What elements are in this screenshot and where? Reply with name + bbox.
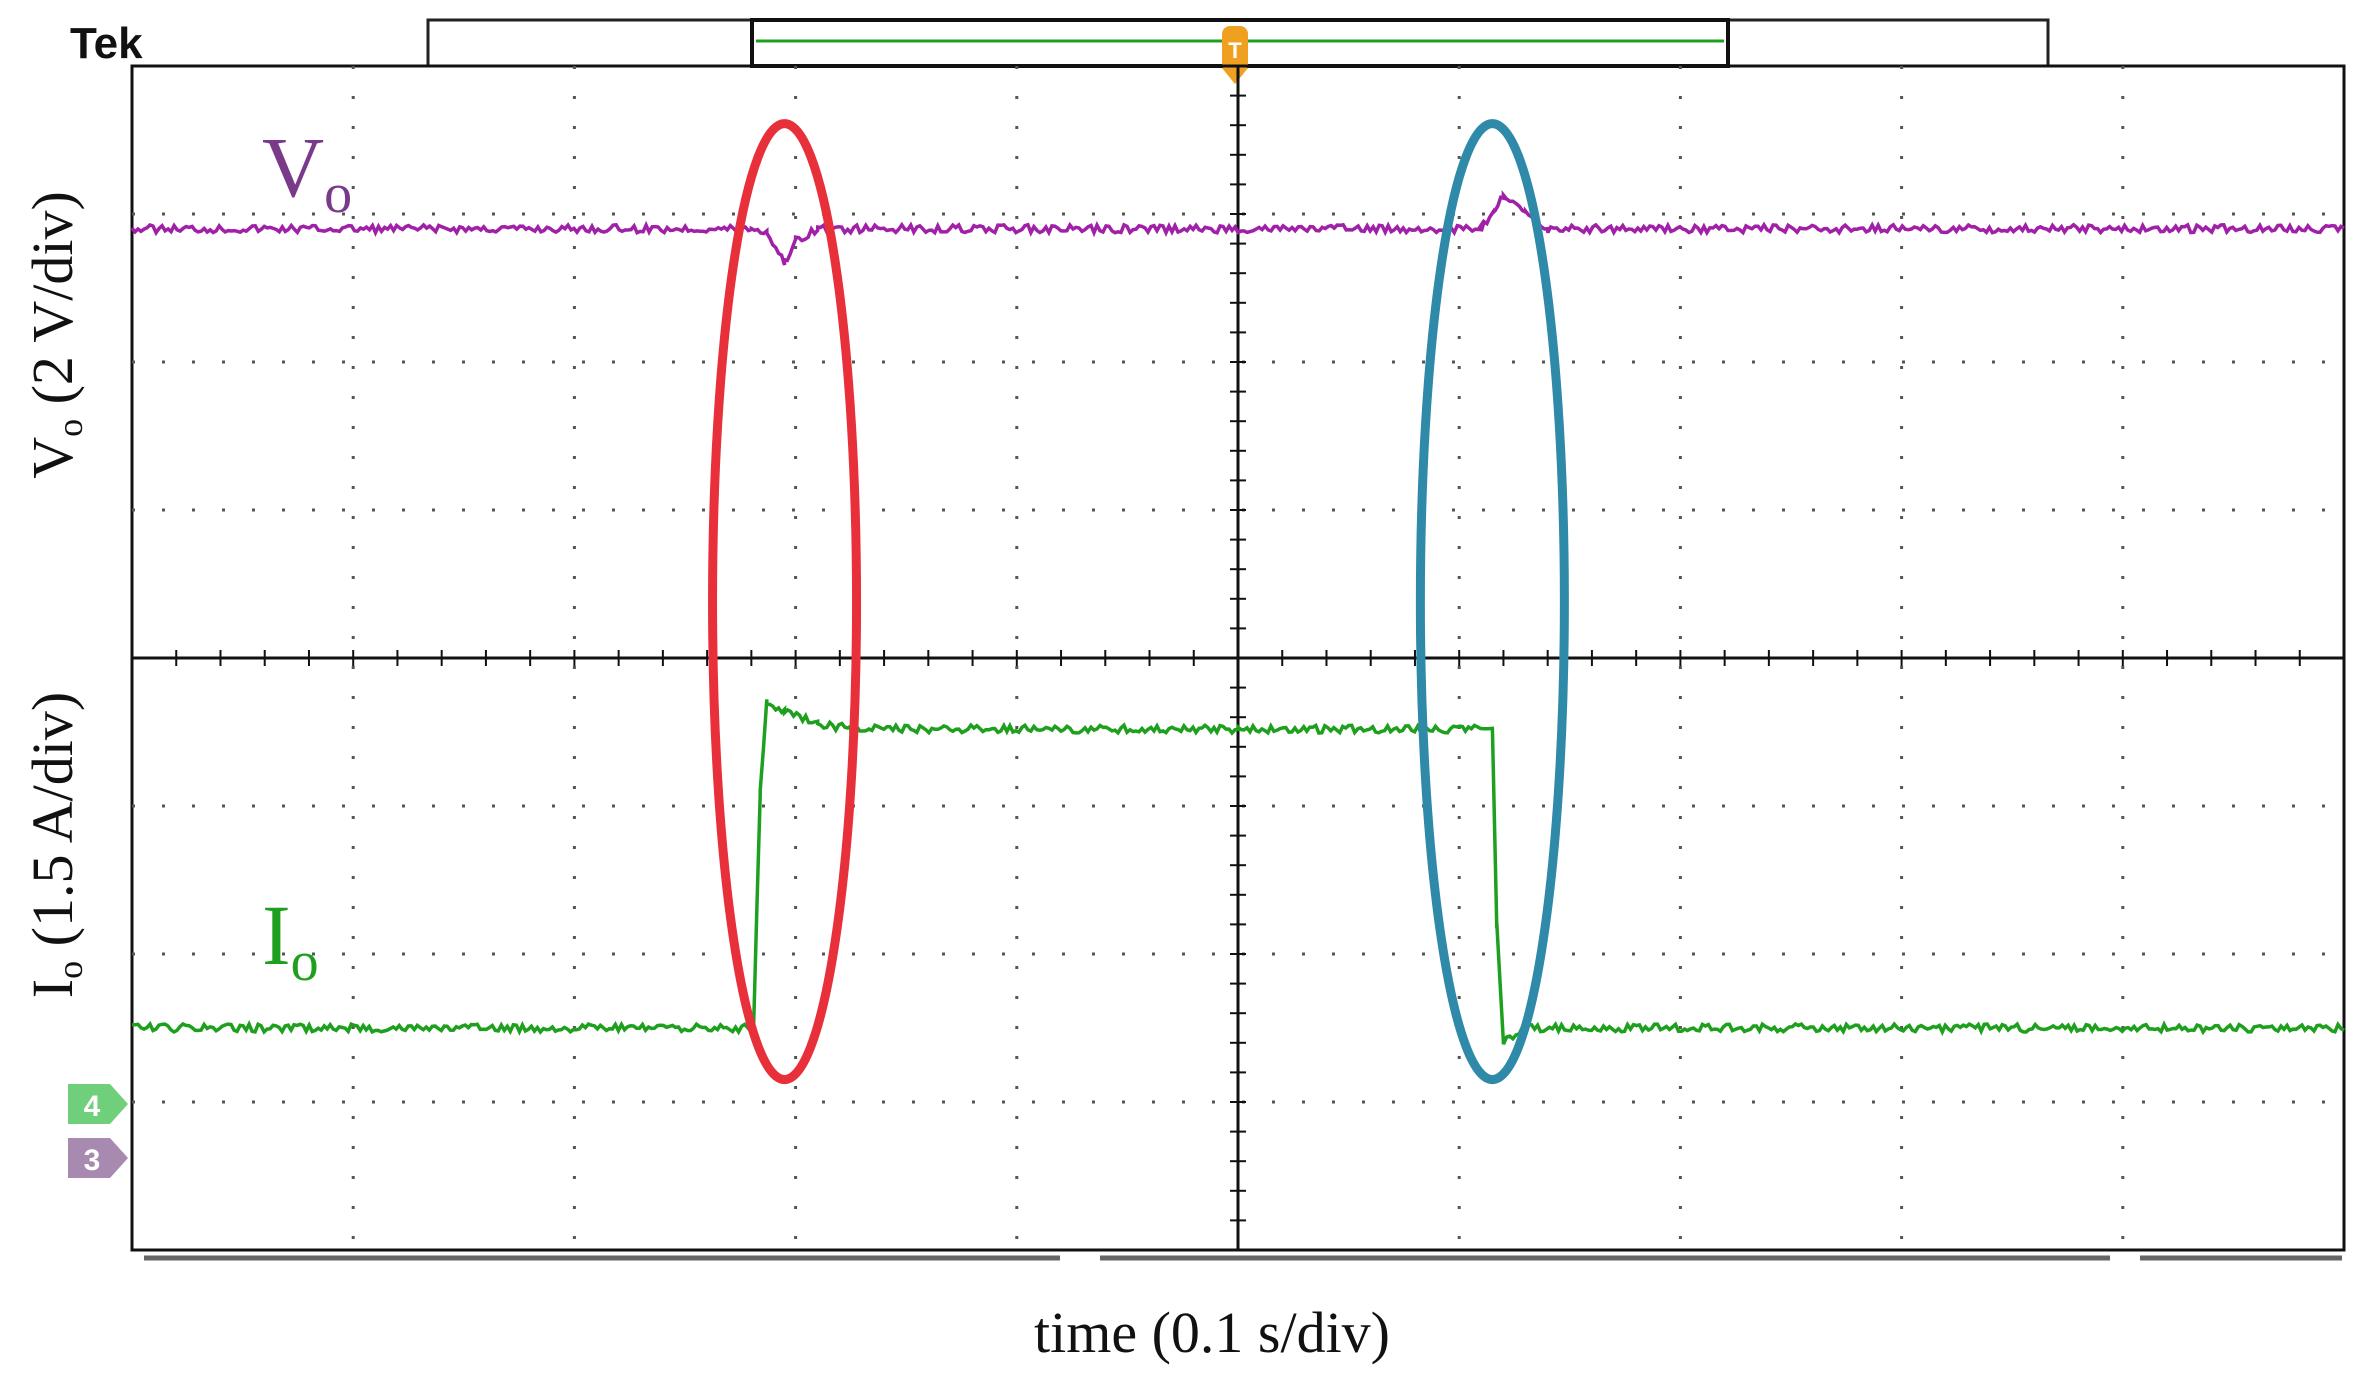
channel-3-label: 3 [84, 1144, 101, 1177]
voltage-trace-label-sub: o [324, 163, 352, 225]
current-axis-main: I [20, 979, 85, 998]
voltage-trace-label-main: V [262, 119, 324, 215]
svg-text:Vo (2 V/div): Vo (2 V/div) [20, 191, 90, 479]
trigger-position-icon: T [1222, 26, 1248, 84]
trigger-label: T [1228, 38, 1242, 63]
current-axis-rest: (1.5 A/div) [20, 692, 85, 961]
x-axis-title: time (0.1 s/div) [1034, 1300, 1390, 1365]
channel-4-label: 4 [84, 1090, 101, 1123]
brand-label: Tek [70, 19, 143, 68]
channel-4-marker: 4 [68, 1084, 128, 1124]
current-trace-label-sub: o [291, 931, 319, 993]
current-trace [131, 699, 2345, 1045]
channel-3-marker: 3 [68, 1138, 128, 1178]
voltage-axis-main: V [20, 437, 85, 479]
red-highlight-ellipse [708, 119, 862, 1085]
plot-area [130, 64, 2346, 1252]
current-axis-sub: o [50, 961, 90, 979]
voltage-trace-label: Vo [262, 119, 352, 225]
voltage-axis-title: Vo (2 V/div) [20, 191, 90, 479]
voltage-axis-sub: o [50, 419, 90, 437]
voltage-axis-rest: (2 V/div) [20, 191, 85, 419]
svg-text:Io (1.5 A/div): Io (1.5 A/div) [20, 692, 90, 998]
voltage-trace [130, 190, 2345, 266]
blue-highlight-ellipse [1415, 119, 1569, 1085]
current-axis-title: Io (1.5 A/div) [20, 692, 90, 998]
current-trace-label: Io [262, 887, 319, 993]
current-trace-label-main: I [262, 887, 291, 983]
